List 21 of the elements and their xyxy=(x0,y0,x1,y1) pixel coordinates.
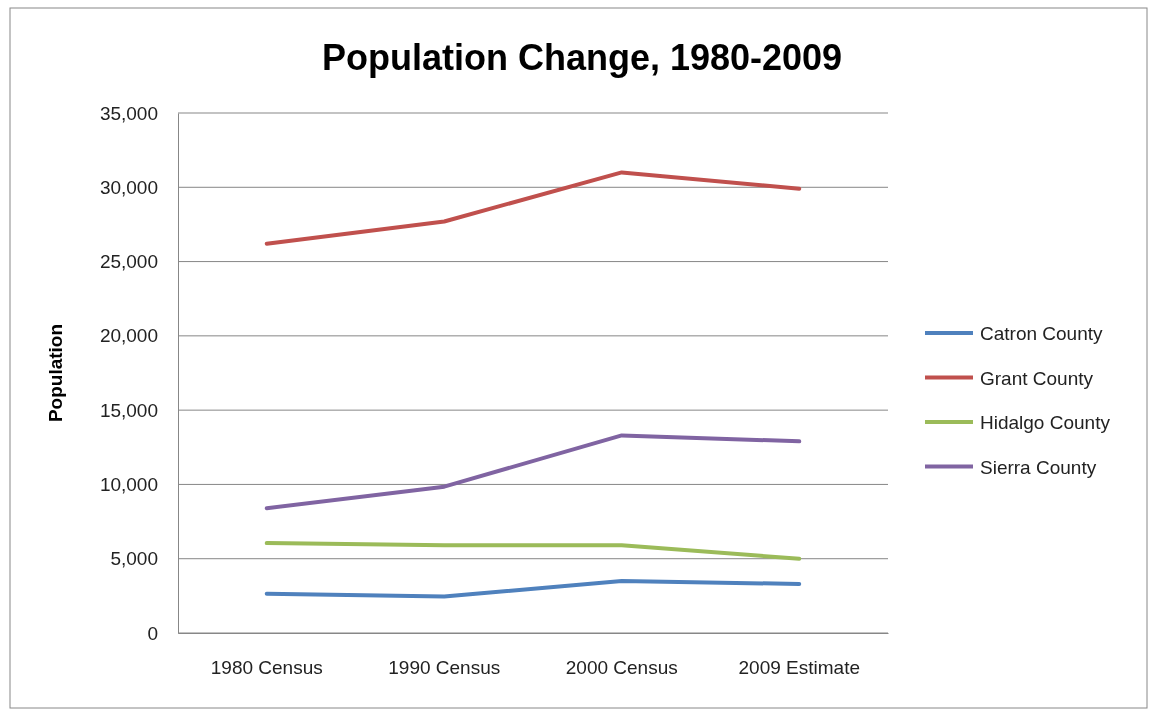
y-tick-label: 15,000 xyxy=(99,399,158,421)
legend-label: Catron County xyxy=(980,323,1104,344)
x-tick-label: 1990 Census xyxy=(388,657,501,679)
legend-label: Sierra County xyxy=(980,456,1097,478)
x-tick-label: 1980 Census xyxy=(210,657,323,679)
line-series xyxy=(264,433,802,511)
legend-label: Grant County xyxy=(980,367,1094,389)
line-series xyxy=(264,170,802,246)
y-tick-label: 30,000 xyxy=(99,176,158,198)
y-tick-label: 0 xyxy=(147,622,158,644)
y-tick-label: 35,000 xyxy=(99,102,158,124)
chart-title: Population Change, 1980-2009 xyxy=(321,37,843,78)
legend-label: Hidalgo County xyxy=(980,412,1111,433)
y-tick-label: 5,000 xyxy=(110,548,158,570)
x-tick-label: 2000 Census xyxy=(565,657,678,679)
line-series xyxy=(264,579,802,599)
x-tick-label: 2009 Estimate xyxy=(738,657,860,679)
y-tick-label: 20,000 xyxy=(99,325,158,347)
y-tick-label: 10,000 xyxy=(99,474,158,496)
y-tick-label: 25,000 xyxy=(99,251,158,273)
y-axis-title: Population xyxy=(45,323,66,423)
